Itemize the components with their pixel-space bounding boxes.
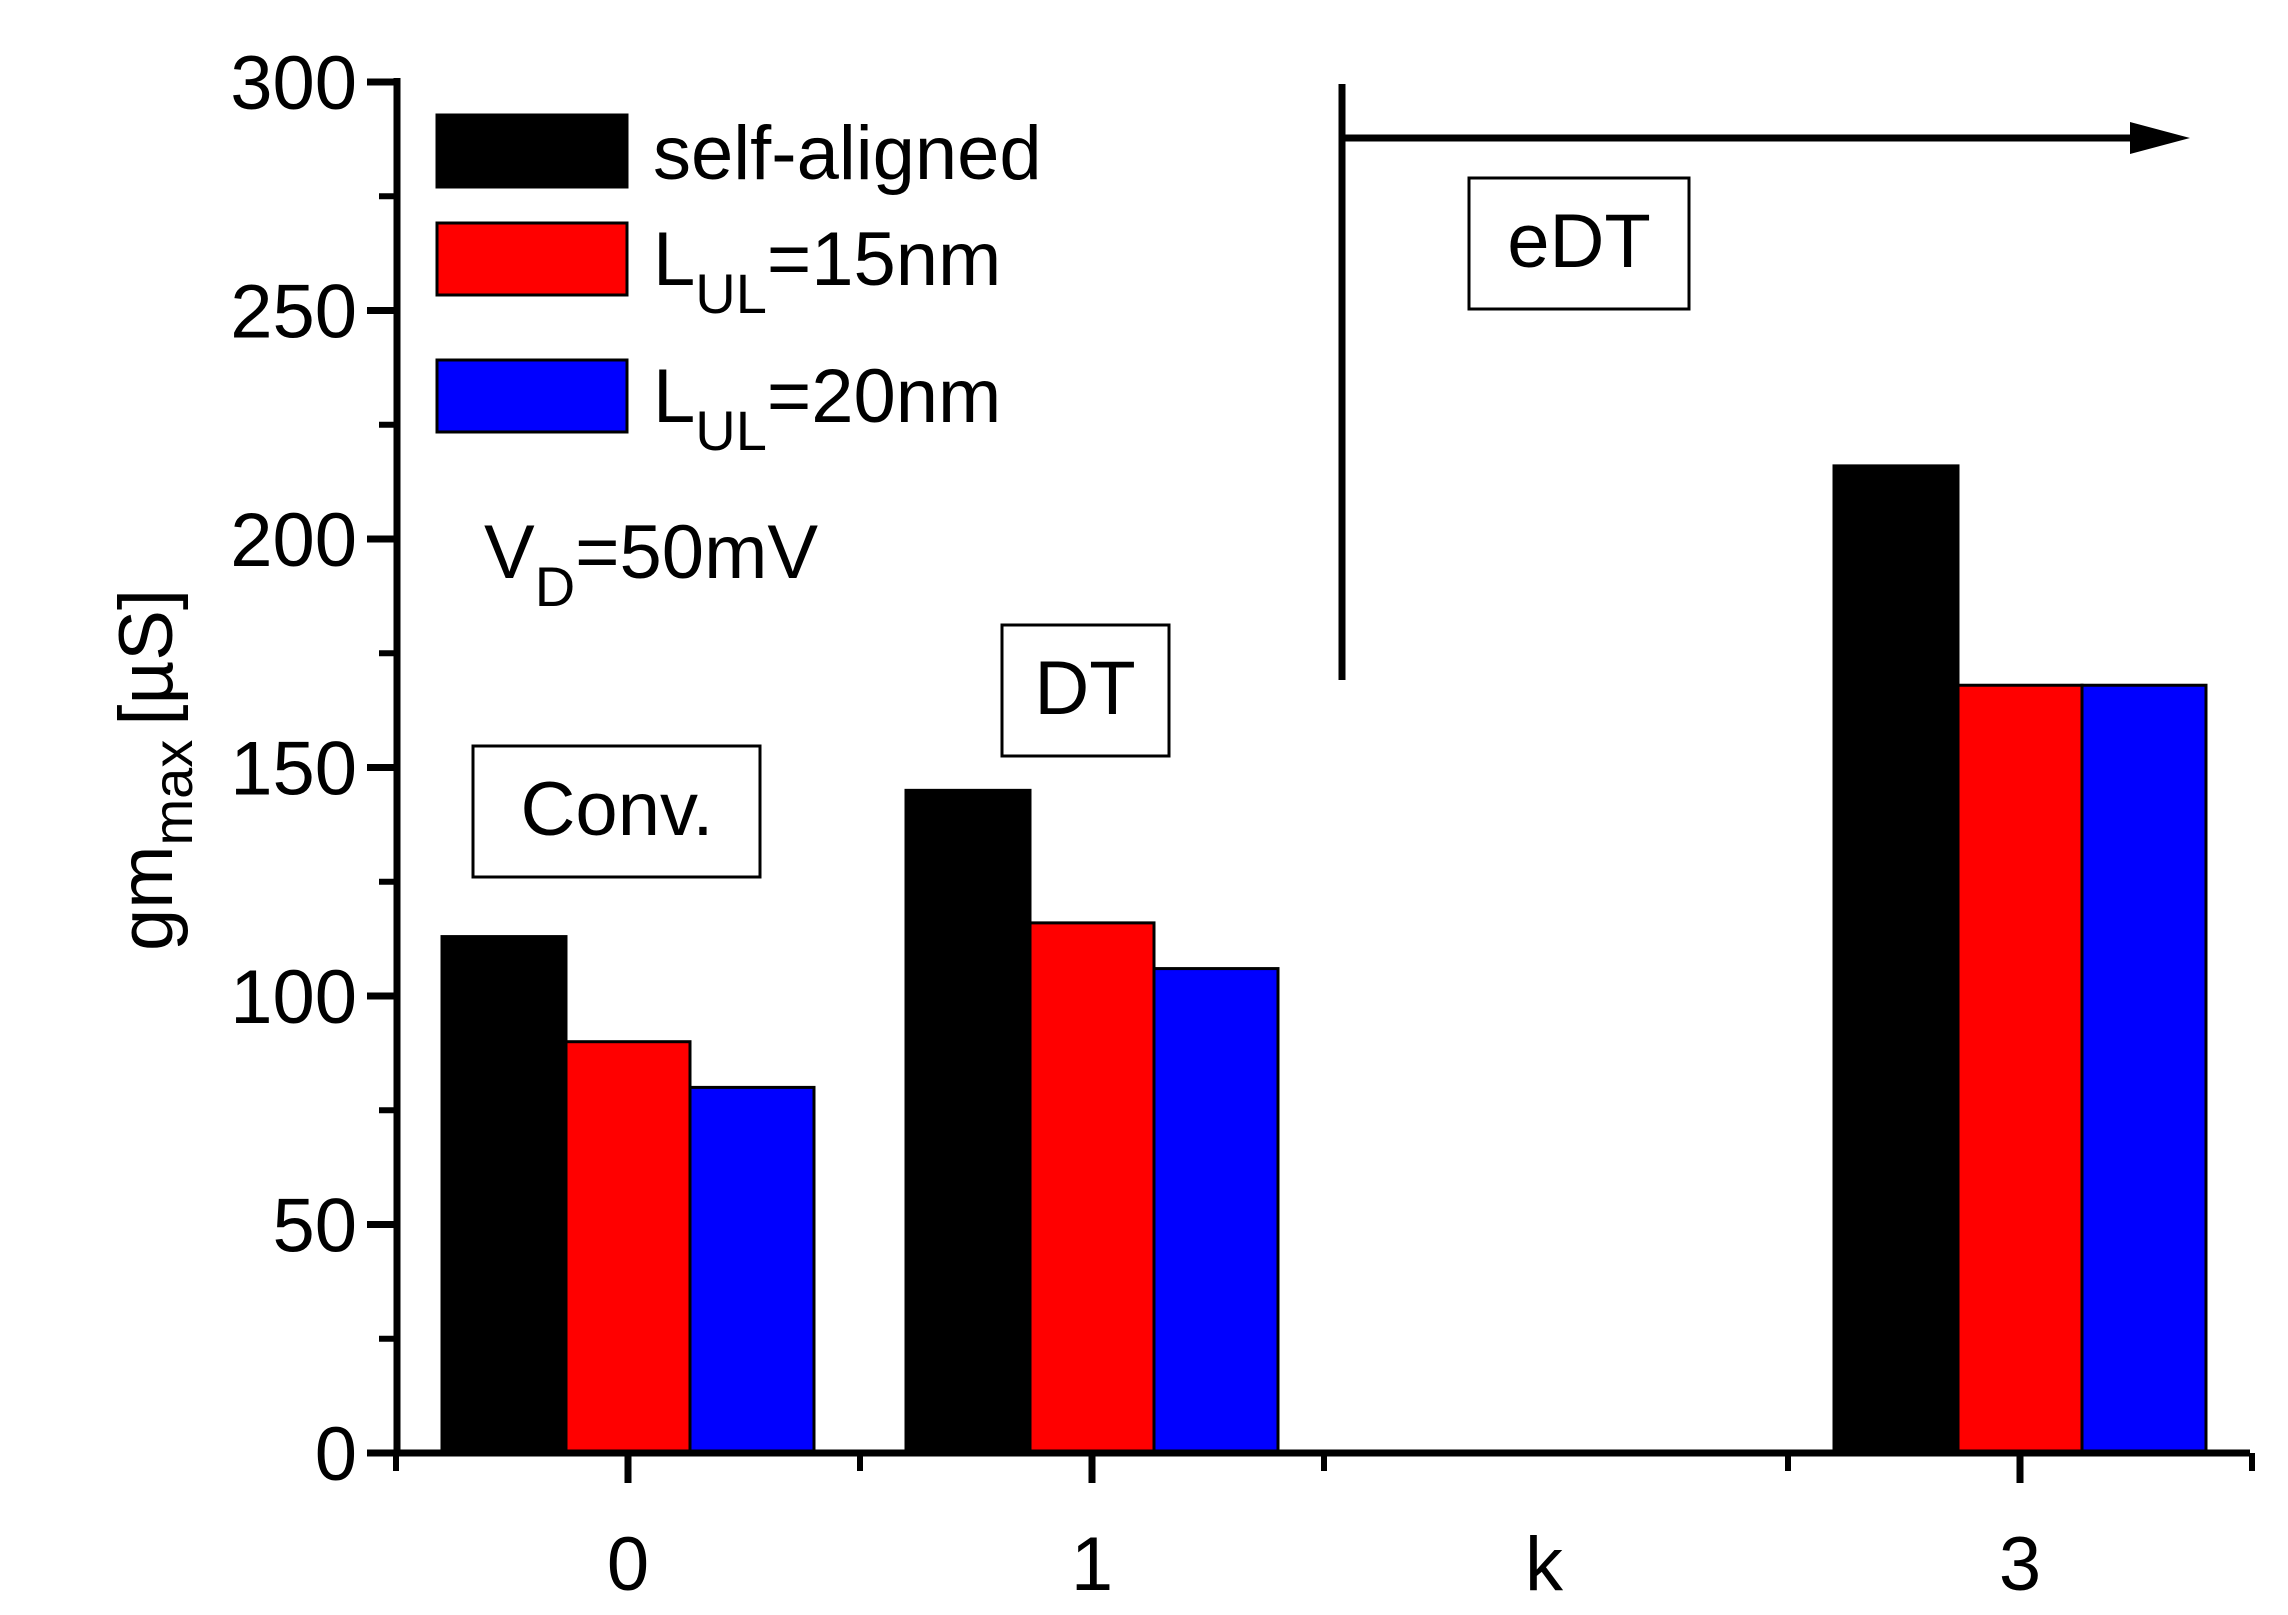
vd-annotation: VD=50mV bbox=[484, 510, 818, 618]
y-tick-label-300: 300 bbox=[230, 41, 357, 126]
legend-label-l-ul-15nm: LUL=15nm bbox=[653, 217, 1001, 325]
legend-label-l-ul-20nm: LUL=20nm bbox=[653, 354, 1001, 462]
x-tick-label-1: 1 bbox=[1071, 1522, 1113, 1607]
bars-group bbox=[440, 464, 2208, 1455]
legend-label-rest: =15nm bbox=[767, 217, 1002, 302]
legend-label-sub: UL bbox=[695, 262, 767, 325]
vd-rest: =50mV bbox=[575, 510, 818, 595]
bar-self-aligned-1 bbox=[904, 788, 1032, 1455]
vd-sub: D bbox=[535, 555, 575, 618]
legend-label-main: L bbox=[653, 354, 695, 439]
annotation-label-conv-: Conv. bbox=[521, 767, 714, 852]
annotation-label-edt: eDT bbox=[1507, 199, 1651, 284]
legend-label-sub: UL bbox=[695, 399, 767, 462]
y-tick-label-150: 150 bbox=[230, 727, 357, 812]
bar-l-ul-20nm-1 bbox=[1152, 967, 1280, 1455]
axes-group: 0501001502002503000135kgmmax[µS] bbox=[104, 41, 2255, 1607]
legend-label-rest: =20nm bbox=[767, 354, 1002, 439]
y-axis-label-unit: [µS] bbox=[104, 589, 189, 726]
edt-arrow-head bbox=[2130, 122, 2190, 154]
annotation-label-dt: DT bbox=[1034, 646, 1135, 731]
legend-swatch-l-ul-20nm bbox=[435, 358, 629, 434]
y-tick-label-250: 250 bbox=[230, 270, 357, 355]
y-tick-label-50: 50 bbox=[272, 1184, 357, 1269]
bar-l-ul-15nm-0 bbox=[564, 1040, 692, 1455]
legend-swatch-self-aligned bbox=[435, 113, 629, 189]
bar-l-ul-15nm-1 bbox=[1028, 921, 1156, 1455]
y-axis-label-sub: max bbox=[141, 740, 204, 846]
x-tick-label-3: 3 bbox=[1999, 1522, 2041, 1607]
y-tick-label-200: 200 bbox=[230, 498, 357, 583]
bar-l-ul-20nm-3 bbox=[2080, 683, 2208, 1455]
legend-label-self-aligned: self-aligned bbox=[653, 111, 1042, 196]
y-axis-label-main: gm bbox=[104, 845, 189, 951]
x-tick-label-0: 0 bbox=[607, 1522, 649, 1607]
annotation-box-edt bbox=[1467, 176, 1691, 311]
y-axis-label: gmmax [µS] bbox=[104, 589, 204, 951]
bar-self-aligned-0 bbox=[440, 935, 568, 1455]
x-axis-label: k bbox=[1525, 1522, 1564, 1607]
annotations: VD=50mV Conv. DT eDT bbox=[471, 84, 2190, 879]
bar-l-ul-20nm-0 bbox=[688, 1085, 816, 1455]
y-tick-label-100: 100 bbox=[230, 955, 357, 1040]
annotation-box-conv- bbox=[471, 744, 762, 879]
annotation-box-dt bbox=[1000, 623, 1171, 758]
bar-l-ul-15nm-3 bbox=[1956, 683, 2084, 1455]
bar-self-aligned-3 bbox=[1832, 464, 1960, 1455]
legend-swatch-l-ul-15nm bbox=[435, 221, 629, 297]
y-tick-label-0: 0 bbox=[315, 1412, 357, 1497]
vd-main: V bbox=[484, 510, 535, 595]
legend-label-main: L bbox=[653, 217, 695, 302]
